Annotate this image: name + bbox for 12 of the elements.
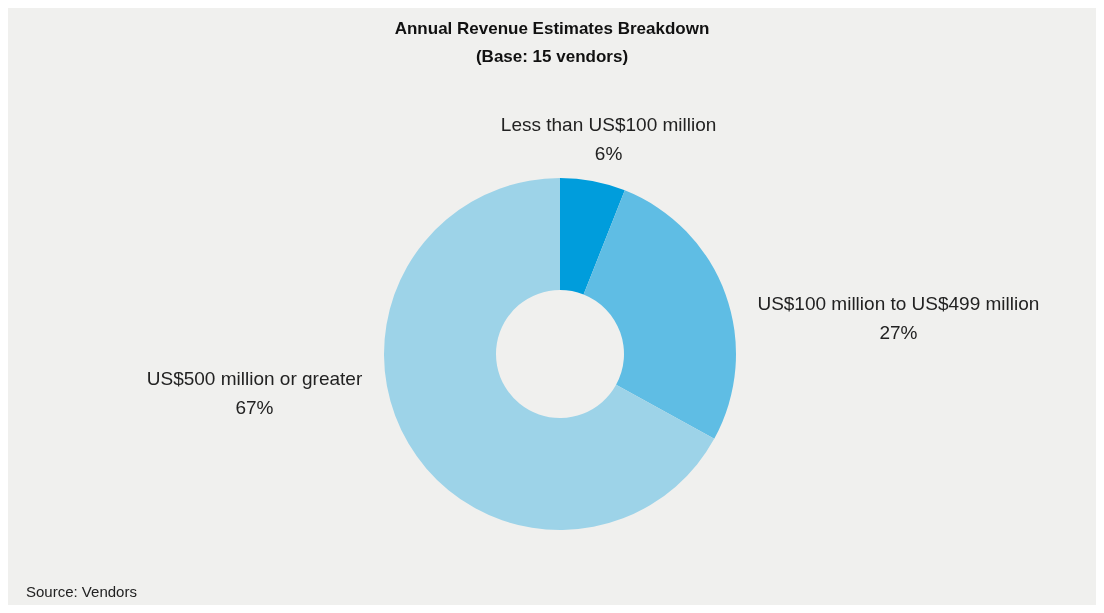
data-label: 6% — [594, 143, 623, 165]
donut-slice — [583, 190, 736, 439]
source-note: Source: Vendors — [26, 583, 137, 600]
chart-title: Annual Revenue Estimates Breakdown — [394, 19, 710, 38]
slice-label: Less than US$100 million — [500, 114, 717, 136]
data-label: 27% — [879, 322, 918, 344]
data-label: 67% — [235, 396, 274, 418]
donut-slice — [560, 178, 625, 295]
donut-slice — [384, 178, 715, 530]
chart-subtitle: (Base: 15 vendors) — [475, 47, 629, 66]
slice-label: US$500 million or greater — [146, 367, 363, 389]
slice-label: US$100 million to US$499 million — [757, 293, 1040, 315]
